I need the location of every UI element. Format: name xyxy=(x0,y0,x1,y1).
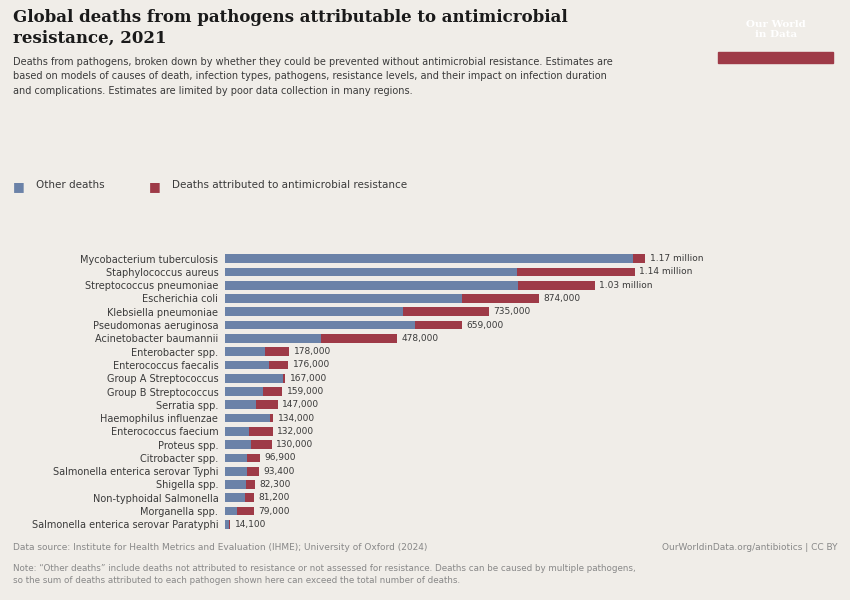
Text: OurWorldinData.org/antibiotics | CC BY: OurWorldinData.org/antibiotics | CC BY xyxy=(662,543,837,552)
Bar xyxy=(269,361,288,369)
Text: 159,000: 159,000 xyxy=(286,387,324,396)
Bar xyxy=(248,427,273,436)
Bar xyxy=(229,520,230,529)
Text: Other deaths: Other deaths xyxy=(36,180,105,190)
Bar xyxy=(416,321,462,329)
Text: 178,000: 178,000 xyxy=(293,347,331,356)
Bar xyxy=(225,454,247,462)
Text: 176,000: 176,000 xyxy=(292,361,330,370)
Bar xyxy=(263,387,282,396)
Bar xyxy=(320,334,397,343)
Text: 96,900: 96,900 xyxy=(264,454,296,463)
Text: ■: ■ xyxy=(13,180,25,193)
Bar xyxy=(225,427,248,436)
Bar xyxy=(225,294,462,303)
Bar xyxy=(225,254,632,263)
Bar xyxy=(237,507,253,515)
Text: 14,100: 14,100 xyxy=(235,520,266,529)
Text: 735,000: 735,000 xyxy=(494,307,530,316)
Bar xyxy=(225,467,247,476)
Bar xyxy=(252,440,272,449)
Bar xyxy=(225,400,256,409)
Bar xyxy=(264,347,289,356)
Bar xyxy=(632,254,645,263)
Bar xyxy=(462,294,539,303)
Text: 82,300: 82,300 xyxy=(259,480,291,489)
Text: 79,000: 79,000 xyxy=(258,506,290,515)
Bar xyxy=(225,493,245,502)
Bar xyxy=(225,334,320,343)
Bar xyxy=(225,480,246,489)
Bar xyxy=(225,361,269,369)
Bar xyxy=(225,347,264,356)
Text: Data source: Institute for Health Metrics and Evaluation (IHME); University of O: Data source: Institute for Health Metric… xyxy=(13,543,427,552)
Text: 81,200: 81,200 xyxy=(258,493,290,502)
Text: Our World
in Data: Our World in Data xyxy=(745,20,806,39)
Bar xyxy=(225,281,518,290)
Text: Deaths from pathogens, broken down by whether they could be prevented without an: Deaths from pathogens, broken down by wh… xyxy=(13,57,613,96)
Bar xyxy=(225,507,237,515)
Text: ■: ■ xyxy=(149,180,161,193)
Bar xyxy=(225,387,263,396)
Text: 147,000: 147,000 xyxy=(282,400,320,409)
Bar xyxy=(225,374,283,383)
Bar xyxy=(225,440,252,449)
Bar xyxy=(403,307,490,316)
Text: 659,000: 659,000 xyxy=(467,320,503,329)
Bar xyxy=(247,454,260,462)
Text: Note: “Other deaths” include deaths not attributed to resistance or not assessed: Note: “Other deaths” include deaths not … xyxy=(13,564,635,585)
Text: 167,000: 167,000 xyxy=(290,374,326,383)
Text: 478,000: 478,000 xyxy=(401,334,439,343)
Text: 130,000: 130,000 xyxy=(276,440,314,449)
Text: Deaths attributed to antimicrobial resistance: Deaths attributed to antimicrobial resis… xyxy=(172,180,407,190)
Bar xyxy=(718,52,833,63)
Text: 1.03 million: 1.03 million xyxy=(599,281,653,290)
Bar xyxy=(256,400,278,409)
Bar xyxy=(270,414,274,422)
Text: 132,000: 132,000 xyxy=(277,427,314,436)
Bar xyxy=(246,480,255,489)
Text: 874,000: 874,000 xyxy=(543,294,581,303)
Bar xyxy=(225,520,229,529)
Bar xyxy=(225,268,518,276)
Text: resistance, 2021: resistance, 2021 xyxy=(13,30,167,47)
Bar xyxy=(518,268,635,276)
Text: Global deaths from pathogens attributable to antimicrobial: Global deaths from pathogens attributabl… xyxy=(13,9,568,26)
Text: 1.14 million: 1.14 million xyxy=(639,268,693,277)
Text: 134,000: 134,000 xyxy=(278,413,314,422)
Bar xyxy=(225,414,270,422)
Bar xyxy=(518,281,595,290)
Bar xyxy=(245,493,254,502)
Bar xyxy=(225,307,403,316)
Bar xyxy=(283,374,286,383)
Bar xyxy=(225,321,416,329)
Text: 93,400: 93,400 xyxy=(264,467,294,476)
Text: 1.17 million: 1.17 million xyxy=(649,254,703,263)
Bar xyxy=(247,467,258,476)
